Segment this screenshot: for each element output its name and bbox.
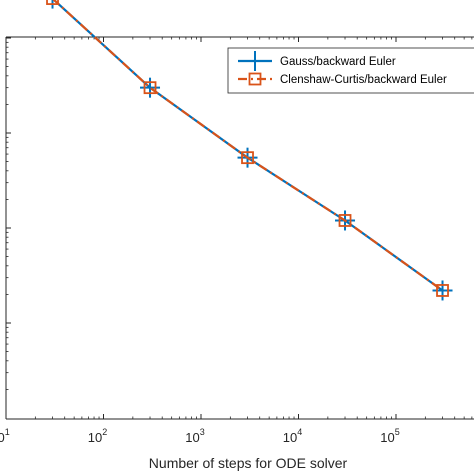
series-1-point	[46, 0, 59, 5]
series-layer	[46, 0, 453, 301]
x-axis-label: Number of steps for ODE solver	[149, 455, 348, 471]
x-tick-label: 104	[283, 427, 302, 445]
series-1-point	[338, 214, 352, 227]
legend-label-0: Gauss/backward Euler	[280, 56, 396, 68]
legend: Gauss/backward Euler Clenshaw-Curtis/back…	[227, 47, 474, 94]
legend-marker-1	[248, 72, 262, 86]
x-tick-label: 103	[185, 427, 204, 445]
series-1-point	[143, 81, 157, 95]
y-ticks	[6, 37, 11, 390]
series-1-point	[436, 284, 449, 297]
legend-box	[227, 47, 474, 94]
series-line-1	[52, 0, 444, 292]
series-0-point	[140, 77, 161, 98]
x-tick-label: 101	[0, 427, 10, 445]
plot-area	[6, 37, 474, 419]
series-1-point	[241, 151, 254, 165]
x-tick-label: 102	[88, 427, 107, 445]
legend-label-1: Clenshaw-Curtis/backward Euler	[280, 74, 447, 86]
x-tick-label: 105	[380, 427, 399, 445]
series-0-point	[51, 0, 54, 9]
x-ticks: 101 102 103 104 105	[0, 37, 473, 445]
legend-marker-0	[245, 51, 265, 71]
